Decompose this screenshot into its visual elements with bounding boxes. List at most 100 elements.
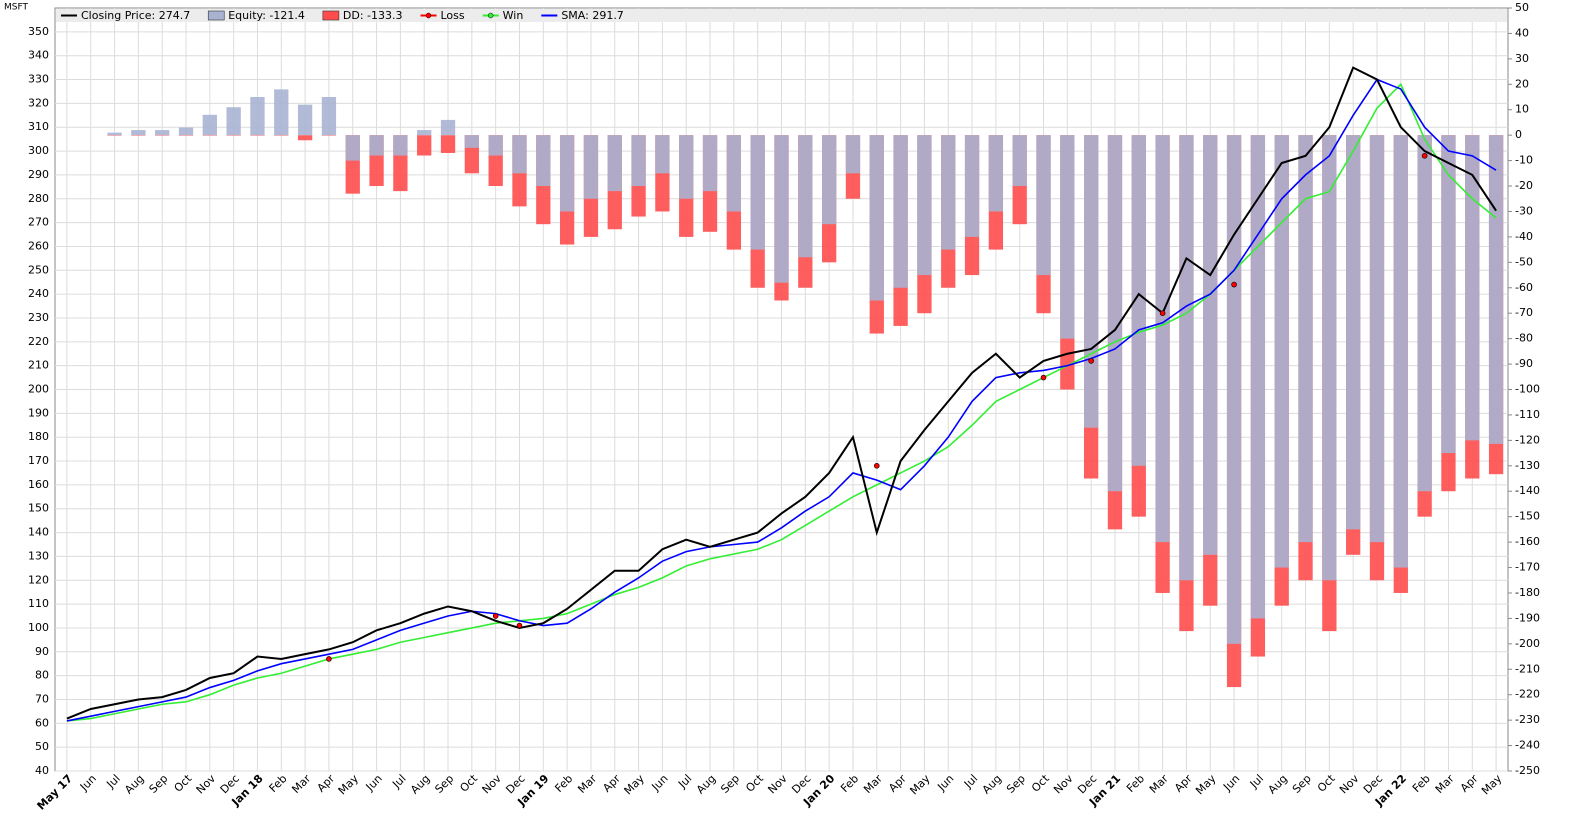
y2-tick-label: -70 (1515, 306, 1533, 319)
x-tick-label: May (622, 772, 648, 798)
bar (297, 135, 313, 141)
y2-tick-label: -20 (1515, 179, 1533, 192)
y2-tick-label: -130 (1515, 459, 1540, 472)
x-tick-label: Mar (289, 772, 313, 796)
bar (774, 135, 789, 283)
y-tick-label: 70 (35, 692, 49, 705)
legend-label: SMA: 291.7 (561, 9, 624, 22)
x-tick-label: Jun (934, 772, 956, 794)
legend-swatch (425, 12, 432, 19)
bar (1250, 135, 1266, 619)
bar (274, 135, 289, 136)
x-tick-label: Apr (1172, 772, 1195, 795)
bar (155, 130, 170, 136)
x-tick-label: Jun (77, 772, 99, 794)
bar (607, 135, 622, 192)
y-tick-label: 310 (28, 120, 49, 133)
x-tick-label: Jul (389, 772, 408, 791)
bar (1298, 135, 1313, 543)
x-tick-label: Apr (886, 772, 909, 795)
y-tick-label: 290 (28, 168, 49, 181)
bar (536, 135, 551, 187)
line (66, 66, 1497, 720)
trade-marker (1231, 281, 1237, 288)
bar (845, 135, 861, 174)
bar (631, 135, 646, 187)
trade-marker (326, 656, 332, 662)
y2-tick-label: 40 (1515, 26, 1529, 39)
x-tick-label: Apr (315, 772, 338, 795)
bar (750, 135, 765, 250)
x-tick-label: Feb (1410, 772, 1433, 795)
bar (155, 135, 170, 136)
y2-tick-label: -180 (1515, 586, 1540, 599)
y2-tick-label: -220 (1515, 688, 1540, 701)
bar (1179, 135, 1194, 581)
trade-marker (516, 622, 523, 629)
bar (131, 135, 146, 136)
y2-tick-label: 50 (1515, 1, 1529, 14)
y2-tick-label: -140 (1515, 484, 1540, 497)
x-tick-label: Jul (104, 772, 123, 791)
y-tick-label: 190 (28, 406, 49, 419)
x-tick-label: Nov (480, 772, 505, 797)
bar (559, 135, 575, 212)
bar (297, 104, 313, 136)
x-tick-label: Nov (194, 772, 219, 797)
line (66, 78, 1497, 722)
bar (417, 130, 432, 136)
y-tick-label: 350 (28, 25, 49, 38)
bar (726, 135, 742, 212)
bar (250, 97, 265, 136)
bar (1226, 135, 1242, 644)
bar (345, 135, 360, 161)
y2-tick-label: -100 (1515, 383, 1540, 396)
x-tick-label: Aug (408, 772, 432, 796)
y-tick-label: 140 (28, 526, 49, 539)
y-tick-label: 120 (28, 573, 49, 586)
y2-tick-label: -200 (1515, 637, 1540, 650)
x-tick-label: Feb (1124, 772, 1147, 795)
trade-marker (492, 613, 499, 619)
x-tick-label: May (1193, 772, 1219, 798)
y-tick-label: 80 (35, 669, 49, 682)
x-tick-label: Feb (552, 772, 575, 795)
x-tick-label: Aug (694, 772, 718, 796)
y2-tick-label: -60 (1515, 281, 1533, 294)
bar (512, 135, 527, 174)
bar (1155, 135, 1170, 543)
y-tick-label: 320 (28, 96, 49, 109)
y-tick-label: 160 (28, 478, 49, 491)
x-tick-label: Sep (1290, 772, 1314, 796)
x-tick-label: Jul (961, 772, 980, 791)
x-tick-label: May (336, 772, 362, 798)
y-tick-label: 100 (28, 621, 49, 634)
bar (1417, 135, 1432, 492)
y2-tick-label: -50 (1515, 255, 1533, 268)
y-tick-label: 330 (28, 73, 49, 86)
x-tick-label: Mar (1147, 772, 1171, 796)
trade-marker (1421, 153, 1428, 159)
x-tick-label: Oct (172, 772, 195, 795)
bar (988, 135, 1004, 212)
bar (1203, 135, 1218, 555)
x-tick-label: Nov (1051, 772, 1076, 797)
y2-tick-label: -170 (1515, 561, 1540, 574)
bar (1012, 135, 1027, 187)
bar (964, 135, 980, 237)
bar (821, 135, 837, 225)
bar (1441, 135, 1456, 454)
x-tick-label: Aug (980, 772, 1004, 796)
bar (202, 135, 217, 136)
x-tick-label: May (907, 772, 933, 798)
bar (941, 135, 956, 250)
legend-swatch (487, 12, 494, 19)
bar (226, 107, 241, 136)
x-tick-label: Mar (861, 772, 885, 796)
x-tick-label: Nov (765, 772, 790, 797)
bar (131, 130, 146, 136)
x-tick-label: Mar (575, 772, 599, 796)
bar (1036, 135, 1051, 276)
bar (440, 135, 456, 153)
